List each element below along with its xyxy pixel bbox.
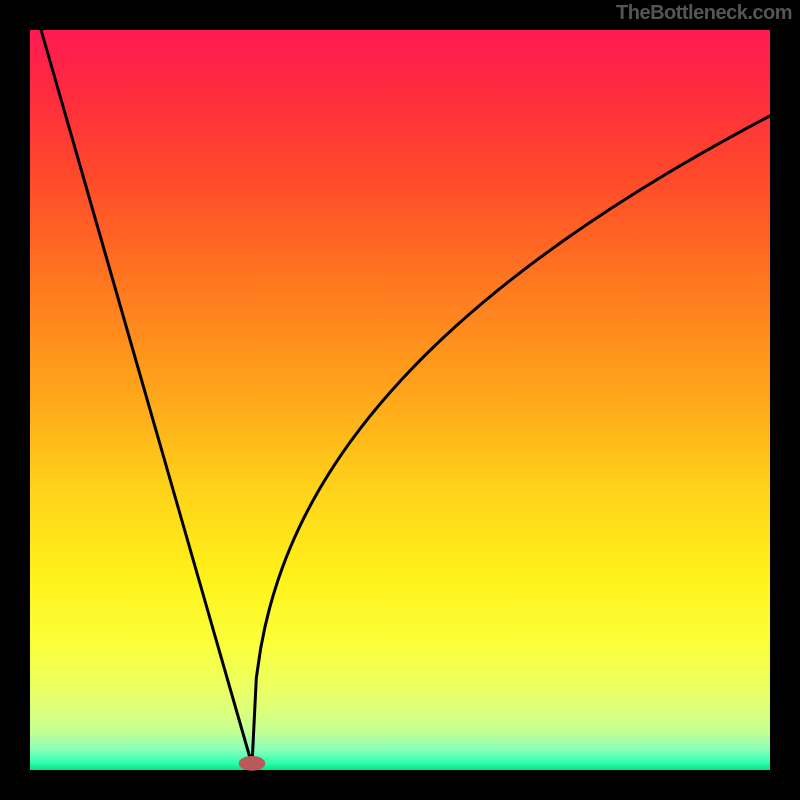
bottleneck-chart [0, 0, 800, 800]
plot-background [30, 30, 770, 770]
chart-container: TheBottleneck.com [0, 0, 800, 800]
attribution-label: TheBottleneck.com [616, 2, 792, 25]
optimal-marker [239, 756, 266, 771]
